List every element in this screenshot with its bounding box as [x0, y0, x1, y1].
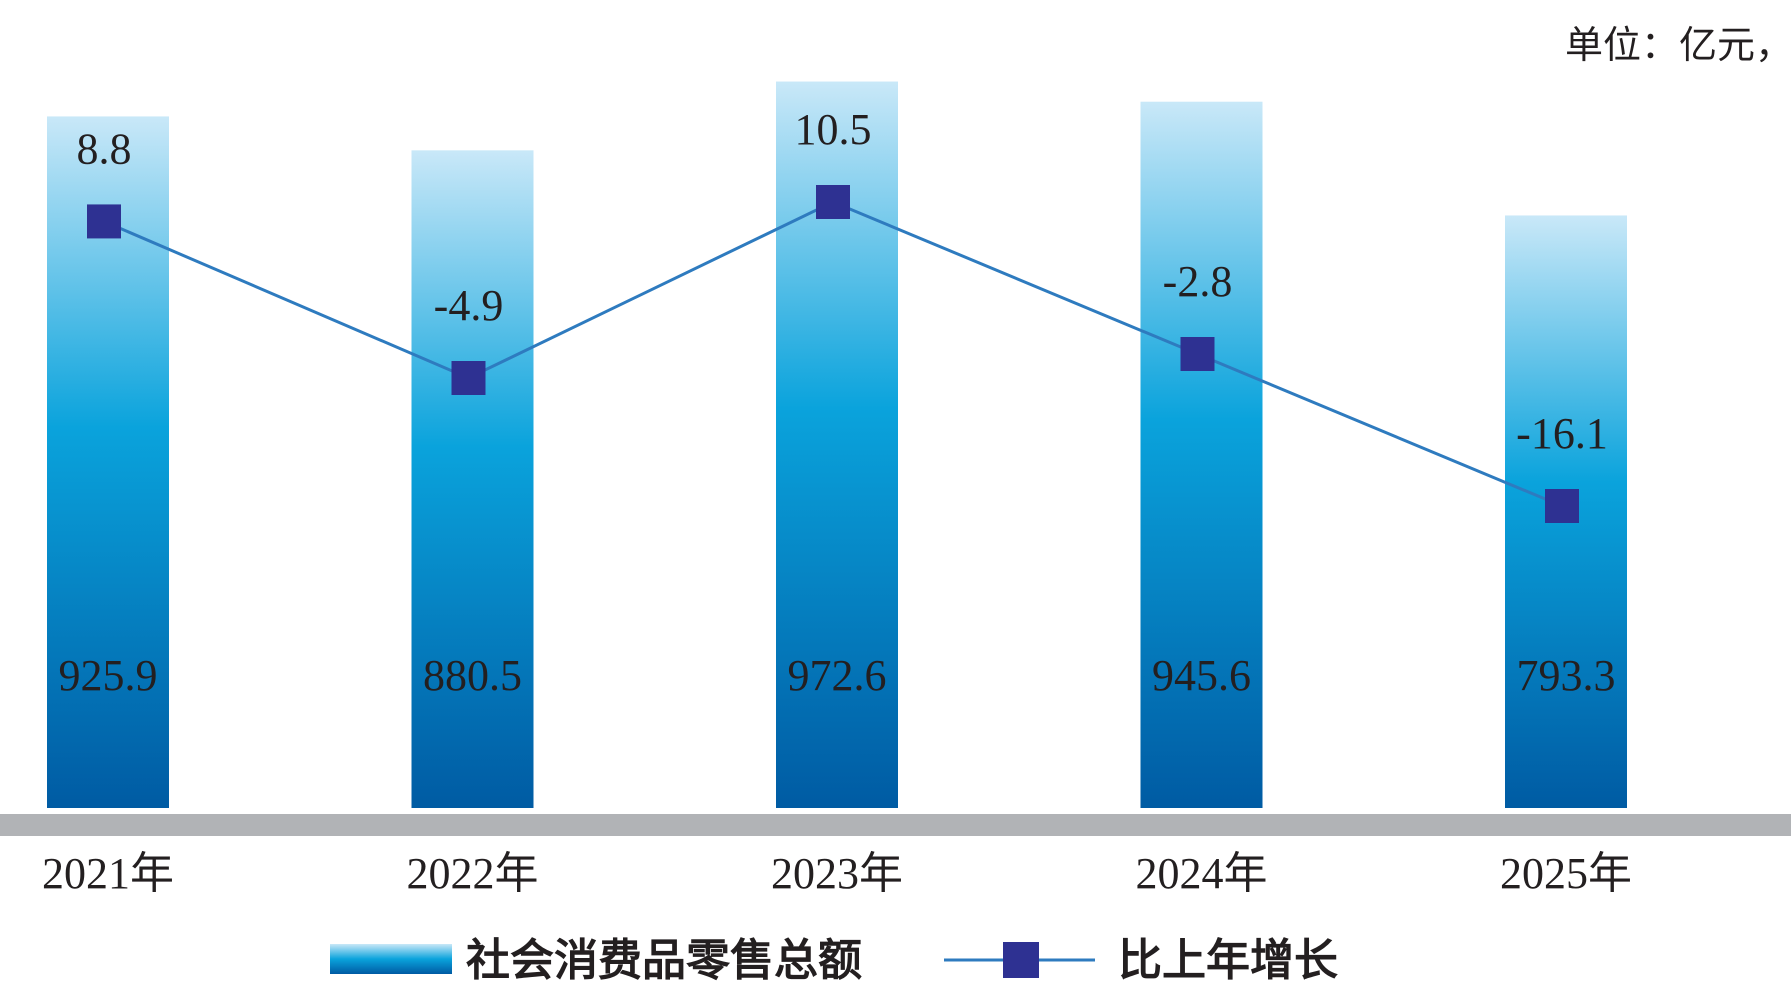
legend-bar-swatch [330, 944, 452, 974]
growth-line-series [87, 185, 1579, 523]
bar-value-label: 945.6 [1152, 651, 1251, 700]
growth-value-label: 10.5 [795, 105, 872, 154]
bar-2024年 [1140, 101, 1263, 808]
bar-2022年 [411, 150, 534, 808]
growth-value-label: -2.8 [1163, 257, 1233, 306]
growth-value-label: -16.1 [1516, 409, 1608, 458]
legend-line-marker [1003, 942, 1039, 978]
bar-value-label: 880.5 [423, 651, 522, 700]
growth-value-label: 8.8 [77, 124, 132, 173]
x-axis-labels: 2021年 2022年 2023年 2024年 2025年 [42, 849, 1632, 898]
bar-value-label: 793.3 [1517, 651, 1616, 700]
legend: 社会消费品零售总额 比上年增长 [330, 935, 1338, 986]
bar-value-label: 972.6 [788, 651, 887, 700]
growth-marker-2024年 [1180, 337, 1215, 371]
x-axis-band [0, 814, 1791, 836]
x-tick-label: 2024年 [1136, 849, 1268, 898]
growth-marker-2021年 [87, 204, 121, 239]
growth-marker-2023年 [816, 185, 850, 219]
x-tick-label: 2022年 [407, 849, 539, 898]
x-tick-label: 2023年 [771, 849, 903, 898]
bar-value-labels: 925.9 880.5 972.6 945.6 793.3 [59, 651, 1616, 700]
legend-bar-label: 社会消费品零售总额 [466, 935, 862, 986]
growth-marker-2025年 [1545, 489, 1579, 523]
growth-value-labels: 8.8 -4.9 10.5 -2.8 -16.1 [77, 105, 1608, 458]
x-tick-label: 2025年 [1500, 849, 1632, 898]
bar-value-label: 925.9 [59, 651, 158, 700]
growth-value-label: -4.9 [434, 281, 504, 330]
legend-line-label: 比上年增长 [1118, 935, 1338, 986]
x-tick-label: 2021年 [42, 849, 174, 898]
growth-marker-2022年 [451, 361, 486, 395]
unit-label: 单位：亿元，% [1565, 25, 1791, 67]
